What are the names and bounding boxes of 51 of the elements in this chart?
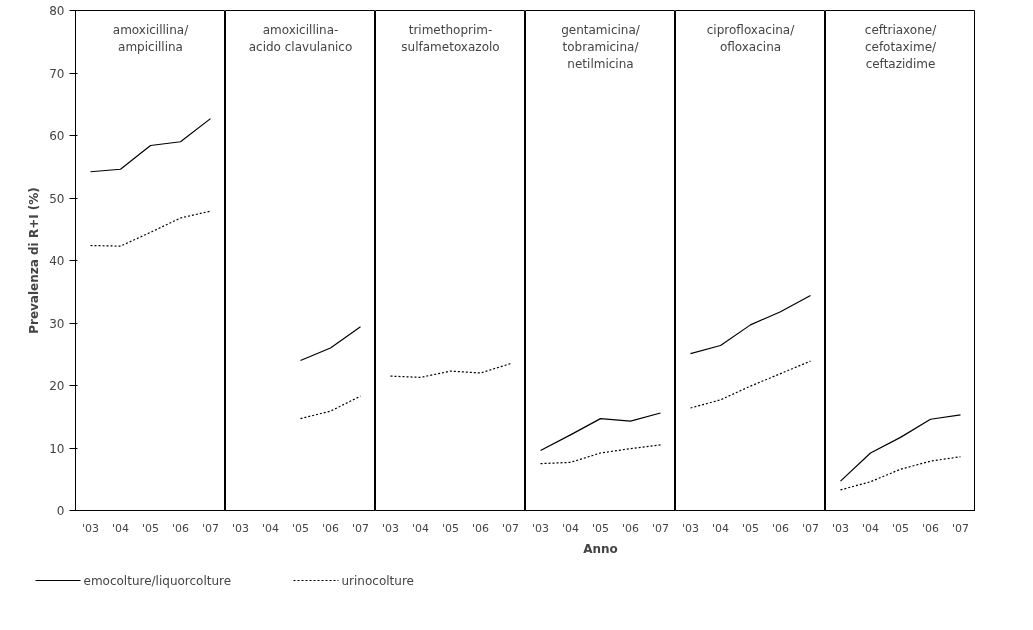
legend-label: urinocolture [341,573,414,588]
x-tick-label: '03 [831,521,850,535]
x-tick-label: '06 [471,521,490,535]
x-tick-label: '05 [591,521,610,535]
x-axis-title: Anno [583,541,618,556]
x-tick-label: '07 [351,521,370,535]
x-tick-label: '03 [681,521,700,535]
y-tick-label: 20 [49,379,65,393]
x-tick-label: '03 [81,521,100,535]
x-tick-label: '06 [921,521,940,535]
x-tick-label: '07 [201,521,220,535]
text: gentamicina/ tobramicina/ netilmicina [561,23,641,71]
y-tick-label: 30 [49,316,65,331]
x-tick-label: '04 [861,521,880,535]
y-tick-label: 50 [49,191,65,206]
text: amoxicillina/ ampicillina [112,23,190,54]
x-tick-label: '07 [801,521,820,535]
x-tick-label: '05 [891,521,910,535]
line-series [89,210,212,247]
y-axis-title: Prevalenza di R+I (%) [27,187,42,334]
x-tick-label: '05 [141,521,160,535]
x-tick-label: '07 [951,521,970,535]
line-series [89,118,212,173]
y-tick-label: 40 [49,254,65,268]
x-tick-label: '03 [381,521,400,535]
x-tick-label: '03 [531,521,550,535]
x-tick-label: '04 [111,521,130,535]
x-tick-label: '06 [621,521,640,535]
x-tick-label: '04 [711,521,730,535]
x-tick-label: '06 [321,521,340,535]
x-tick-label: '04 [561,521,580,535]
y-tick-label: 70 [49,66,65,81]
x-tick-label: '07 [651,521,670,535]
x-tick-label: '03 [231,521,250,535]
y-tick-label: 10 [49,441,65,456]
text: amoxicillina- acido clavulanico [248,23,353,54]
x-tick-label: '06 [771,521,790,535]
x-tick-label: '05 [291,521,310,535]
x-tick-label: '04 [261,521,280,535]
text: ciprofloxacina/ ofloxacina [706,23,796,54]
x-tick-label: '06 [171,521,190,535]
x-tick-label: '07 [501,521,520,535]
x-tick-label: '05 [741,521,760,535]
text: trimethoprim- sulfametoxazolo [401,23,500,54]
y-tick-label: 60 [49,129,65,143]
y-tick-label: 80 [49,4,65,18]
legend-label: emocolture/liquorcolture [83,573,232,588]
x-tick-label: '04 [411,521,430,535]
y-tick-label: 0 [56,504,65,518]
x-tick-label: '05 [441,521,460,535]
text: ceftriaxone/ cefotaxime/ ceftazidime [864,23,938,71]
